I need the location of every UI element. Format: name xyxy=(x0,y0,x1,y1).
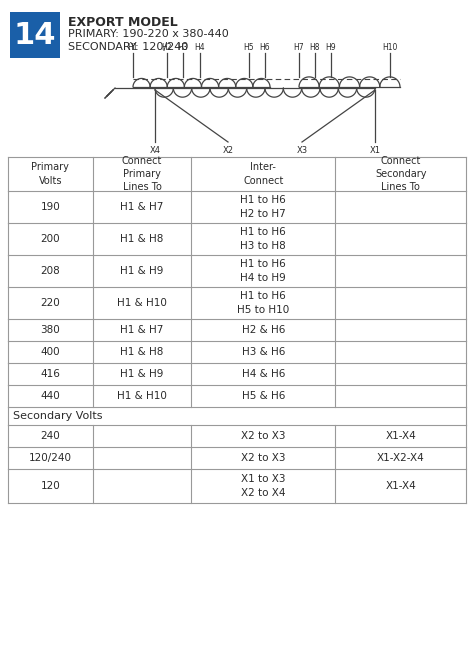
Text: H8: H8 xyxy=(310,43,320,52)
Text: H5 & H6: H5 & H6 xyxy=(242,391,285,401)
Text: X2 to X3: X2 to X3 xyxy=(241,431,285,441)
FancyBboxPatch shape xyxy=(10,12,60,58)
Text: 190: 190 xyxy=(40,202,60,212)
Text: H1 & H9: H1 & H9 xyxy=(120,266,164,276)
Text: H1 to H6
H5 to H10: H1 to H6 H5 to H10 xyxy=(237,291,290,314)
Text: X1 to X3
X2 to X4: X1 to X3 X2 to X4 xyxy=(241,474,285,498)
Text: H1: H1 xyxy=(128,43,138,52)
Text: SECONDARY: 120/240: SECONDARY: 120/240 xyxy=(68,42,188,52)
Text: H1 to H6
H3 to H8: H1 to H6 H3 to H8 xyxy=(240,227,286,250)
Text: 200: 200 xyxy=(41,234,60,244)
Text: 14: 14 xyxy=(14,21,56,50)
Text: H1 & H10: H1 & H10 xyxy=(117,391,167,401)
Text: 208: 208 xyxy=(40,266,60,276)
Text: X1-X4: X1-X4 xyxy=(385,481,416,491)
Text: H7: H7 xyxy=(294,43,304,52)
Text: Connect
Secondary
Lines To: Connect Secondary Lines To xyxy=(375,156,427,192)
Text: PRIMARY: 190-220 x 380-440: PRIMARY: 190-220 x 380-440 xyxy=(68,29,229,39)
Text: 380: 380 xyxy=(40,325,60,335)
Text: H1 & H7: H1 & H7 xyxy=(120,325,164,335)
Text: X2: X2 xyxy=(222,146,234,155)
Text: X1: X1 xyxy=(370,146,381,155)
Text: H2: H2 xyxy=(162,43,172,52)
Text: Connect
Primary
Lines To: Connect Primary Lines To xyxy=(122,156,162,192)
Text: H5: H5 xyxy=(244,43,255,52)
Text: H6: H6 xyxy=(260,43,270,52)
Text: H4 & H6: H4 & H6 xyxy=(242,369,285,379)
Text: H9: H9 xyxy=(326,43,337,52)
Text: H1 & H9: H1 & H9 xyxy=(120,369,164,379)
Text: H1 & H8: H1 & H8 xyxy=(120,234,164,244)
Text: 240: 240 xyxy=(40,431,60,441)
Text: H10: H10 xyxy=(383,43,398,52)
Text: H1 & H7: H1 & H7 xyxy=(120,202,164,212)
Text: X4: X4 xyxy=(149,146,161,155)
Text: X1-X4: X1-X4 xyxy=(385,431,416,441)
Text: Primary
Volts: Primary Volts xyxy=(31,162,69,186)
Text: 440: 440 xyxy=(40,391,60,401)
Text: 220: 220 xyxy=(40,298,60,308)
Text: X2 to X3: X2 to X3 xyxy=(241,453,285,463)
Text: 400: 400 xyxy=(41,347,60,357)
Text: H1 & H8: H1 & H8 xyxy=(120,347,164,357)
Text: H1 to H6
H4 to H9: H1 to H6 H4 to H9 xyxy=(240,259,286,283)
Text: Secondary Volts: Secondary Volts xyxy=(13,411,102,421)
Text: 416: 416 xyxy=(40,369,60,379)
Text: EXPORT MODEL: EXPORT MODEL xyxy=(68,16,178,29)
Text: H1 & H10: H1 & H10 xyxy=(117,298,167,308)
Text: H3: H3 xyxy=(178,43,188,52)
Text: H2 & H6: H2 & H6 xyxy=(242,325,285,335)
Text: H4: H4 xyxy=(195,43,205,52)
Text: H1 to H6
H2 to H7: H1 to H6 H2 to H7 xyxy=(240,195,286,219)
Text: 120: 120 xyxy=(40,481,60,491)
Text: 120/240: 120/240 xyxy=(29,453,72,463)
Text: Inter-
Connect: Inter- Connect xyxy=(243,162,283,186)
Text: X1-X2-X4: X1-X2-X4 xyxy=(377,453,425,463)
Text: H3 & H6: H3 & H6 xyxy=(242,347,285,357)
Text: X3: X3 xyxy=(296,146,308,155)
